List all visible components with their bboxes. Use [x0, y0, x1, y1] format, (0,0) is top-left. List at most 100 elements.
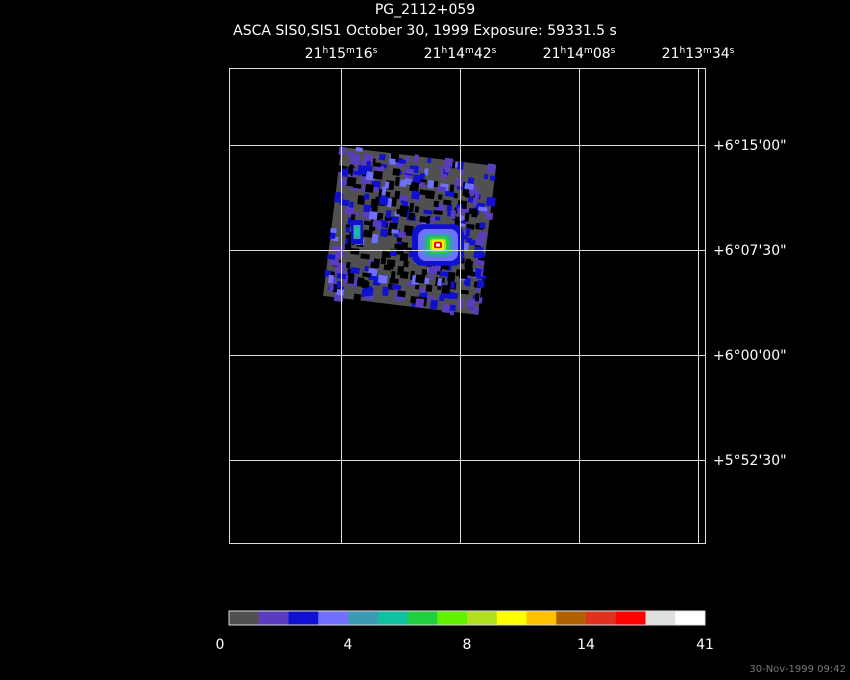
pixel [468, 207, 478, 215]
pixel [404, 247, 413, 252]
colorbar-frame [228, 610, 706, 626]
pixel [441, 304, 451, 314]
ra-value: 16 [355, 46, 373, 62]
pixel [397, 290, 406, 298]
ra-value: 21 [305, 46, 323, 62]
ra-unit: h [322, 46, 328, 56]
ra-value: 15 [328, 46, 346, 62]
colorbar-segment [407, 611, 438, 625]
colorbar-segment [556, 611, 587, 625]
pixel [459, 215, 464, 221]
pixel [454, 177, 464, 187]
pixel [364, 265, 369, 272]
ra-value: 21 [543, 46, 561, 62]
ra-unit: m [703, 46, 712, 56]
pixel [425, 190, 435, 200]
pixel [467, 298, 476, 309]
pixel [383, 264, 392, 271]
plot-frame [229, 68, 706, 544]
pixel [364, 183, 374, 193]
pixel [394, 176, 400, 187]
pixel [366, 160, 372, 168]
pixel [429, 299, 435, 310]
pixel [387, 198, 393, 208]
pixel [474, 307, 480, 315]
ra-value: 42 [474, 46, 492, 62]
pixel [399, 205, 410, 211]
pixel [477, 231, 488, 239]
pixel [341, 168, 349, 177]
pixel [427, 179, 435, 189]
ra-value: 21 [424, 46, 442, 62]
pixel [458, 269, 468, 280]
ra-unit: m [346, 46, 355, 56]
pixel [347, 151, 353, 156]
pixel [421, 268, 428, 276]
pixel [363, 153, 372, 164]
pixel [355, 147, 363, 152]
pixel [425, 284, 433, 293]
title: PG_2112+059 [375, 2, 475, 18]
pixel [385, 209, 392, 219]
pixel [379, 219, 388, 228]
pixel [381, 286, 390, 297]
pixel [433, 209, 443, 216]
pixel [403, 260, 409, 268]
dec-label: +6°15'00" [713, 138, 787, 154]
pixel [399, 212, 407, 218]
coordinate-labels: 21h15m16s 21h14m42s 21h14m08s 21h13m34s+6°1… [305, 46, 787, 469]
pixel [371, 233, 379, 244]
pixel [419, 291, 428, 299]
pixel [475, 287, 481, 293]
pixel [434, 216, 441, 221]
pixel [437, 277, 443, 287]
pixel [464, 260, 474, 269]
pixel [357, 195, 366, 205]
pixel [487, 163, 496, 174]
pixel [397, 159, 407, 164]
pixel [391, 284, 402, 291]
pixel [362, 229, 373, 238]
pixel [437, 194, 443, 200]
pixel [381, 186, 387, 196]
pixel [449, 304, 457, 312]
colorbar: 0 4 8 14 41 [216, 610, 714, 653]
pixel [363, 204, 372, 213]
pixel [389, 248, 398, 257]
pixel [460, 289, 469, 295]
pixel [338, 178, 348, 187]
pixel [350, 267, 360, 275]
colorbar-segment [467, 611, 498, 625]
pixel [396, 237, 403, 242]
pixel [429, 275, 434, 280]
pixel [463, 280, 471, 286]
ra-unit: s [730, 46, 735, 56]
pixel [436, 186, 447, 193]
footer-date: 30-Nov-1999 09:42 [749, 664, 846, 675]
ra-label: 21h15m16s [305, 46, 378, 62]
colorbar-segment [318, 611, 349, 625]
pixel [429, 216, 437, 222]
pixel [415, 274, 426, 284]
dec-label: +6°07'30" [713, 243, 787, 259]
ra-unit: s [492, 46, 497, 56]
pixel [361, 279, 369, 289]
pixel [399, 270, 409, 279]
pixel [379, 228, 388, 238]
pixel [465, 227, 471, 237]
pixel [439, 270, 449, 277]
pixel [451, 292, 458, 300]
pixel [335, 191, 342, 201]
pixel [479, 252, 486, 258]
pixel [444, 157, 454, 168]
ra-value: 08 [593, 46, 611, 62]
pixel [419, 181, 426, 188]
dec-label: +6°00'00" [713, 348, 787, 364]
colorbar-label: 8 [463, 637, 472, 653]
pixel [391, 228, 399, 234]
pixel [373, 258, 381, 269]
pixel [444, 190, 455, 197]
pixel [376, 221, 382, 230]
pixel [414, 206, 420, 213]
pixel [397, 231, 407, 238]
